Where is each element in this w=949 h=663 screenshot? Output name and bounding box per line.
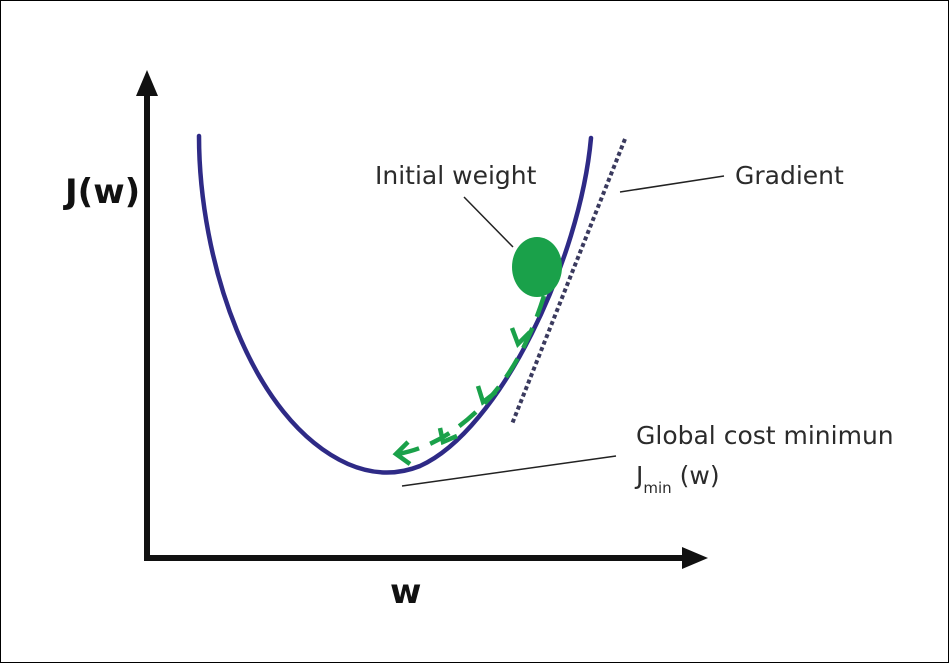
initial-weight-ball (512, 237, 562, 297)
jmin-rest: (w) (672, 461, 720, 490)
gradient-leader (619, 175, 725, 193)
x-axis-arrowhead (682, 547, 708, 569)
initial-weight-label: Initial weight (375, 161, 537, 190)
initial-weight-leader (463, 196, 514, 248)
y-axis-arrowhead (136, 70, 158, 96)
descent-arrowhead-4 (392, 440, 412, 466)
descent-arrowhead-3 (437, 427, 458, 446)
gradient-tangent-line (510, 138, 627, 425)
gradient-label: Gradient (735, 161, 844, 190)
jmin-base: J (634, 461, 643, 490)
cost-curve (196, 133, 594, 475)
descent-path (397, 295, 547, 457)
jmin-label: Jmin (w) (634, 461, 720, 497)
global-min-label: Global cost minimun (636, 421, 894, 450)
y-axis-label: J(w) (63, 172, 140, 212)
descent-arrowhead-2 (475, 385, 498, 406)
global-min-leader (401, 455, 617, 487)
x-axis-label: w (390, 572, 421, 612)
descent-arrowhead-1 (509, 327, 532, 349)
jmin-subscript: min (643, 479, 671, 497)
